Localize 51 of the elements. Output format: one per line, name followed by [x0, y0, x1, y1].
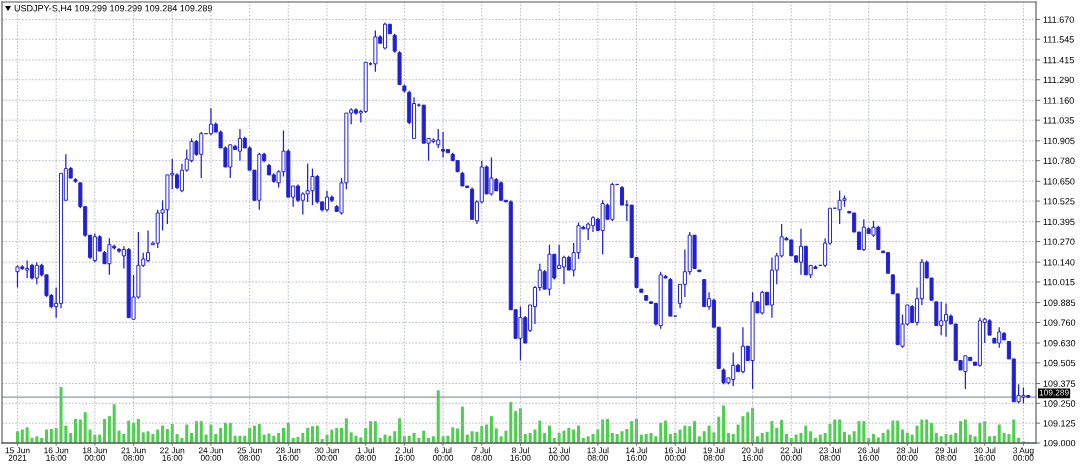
y-tick-label: 111.290 [1043, 76, 1074, 84]
x-tick-label: 22 Jul 00:00 [780, 447, 802, 461]
x-tick-label: 30 Jun 00:00 [314, 447, 339, 461]
y-tick-label: 109.250 [1043, 400, 1076, 407]
x-tick-label: 20 Jul 16:00 [741, 447, 764, 461]
x-tick-label: 29 Jul 08:00 [935, 447, 957, 461]
x-tick-label: 12 Jul 00:00 [548, 447, 570, 461]
x-tick-label: 30 Jul 16:00 [973, 447, 996, 461]
y-tick-label: 109.505 [1043, 359, 1076, 367]
y-tick-label: 109.760 [1043, 319, 1076, 326]
y-tick-label: 109.885 [1043, 299, 1076, 306]
x-tick-label: 28 Jul 00:00 [896, 447, 918, 461]
y-tick-label: 110.140 [1043, 259, 1075, 266]
x-tick-label: 16 Jul 00:00 [664, 447, 686, 461]
x-tick-label: 16 Jun 16:00 [44, 447, 69, 461]
y-tick-label: 109.000 [1043, 439, 1076, 447]
y-tick-label: 110.015 [1043, 278, 1075, 286]
x-tick-label: 8 Jul 16:00 [510, 447, 531, 461]
y-tick-label: 110.650 [1043, 178, 1075, 185]
x-tick-label: 13 Jul 08:00 [587, 447, 609, 461]
x-tick-label: 2 Jul 16:00 [394, 447, 415, 461]
y-tick-label: 111.415 [1043, 56, 1074, 64]
y-tick-label: 111.670 [1043, 16, 1074, 23]
x-tick-label: 19 Jul 08:00 [703, 447, 725, 461]
x-tick-label: 7 Jul 08:00 [471, 447, 492, 461]
x-tick-label: 18 Jun 00:00 [82, 447, 107, 461]
chart-title: USDJPY-S,H4 109.299 109.299 109.284 109.289 [14, 5, 213, 13]
x-tick-label: 22 Jun 16:00 [160, 447, 185, 461]
x-tick-label: 24 Jun 00:00 [198, 447, 223, 461]
x-tick-label: 1 Jul 08:00 [355, 447, 376, 461]
y-tick-label: 109.375 [1043, 380, 1076, 387]
y-tick-label: 110.525 [1043, 198, 1075, 205]
x-tick-label: 3 Aug 00:00 [1013, 447, 1034, 461]
y-tick-label: 109.125 [1043, 420, 1076, 427]
y-tick-label: 110.780 [1043, 157, 1075, 164]
y-tick-label: 111.160 [1043, 97, 1074, 104]
x-tick-label: 14 Jul 16:00 [626, 447, 648, 461]
x-tick-label: 28 Jun 16:00 [276, 447, 301, 461]
x-tick-label: 25 Jun 08:00 [237, 447, 262, 461]
y-tick-label: 111.545 [1043, 36, 1074, 43]
x-tick-label: 23 Jul 08:00 [819, 447, 841, 461]
x-tick-label: 15 Jun 2021 [5, 447, 30, 461]
y-tick-label: 110.905 [1043, 137, 1075, 145]
x-tick-label: 6 Jul 00:00 [432, 447, 454, 461]
x-tick-label: 21 Jun 08:00 [121, 447, 146, 461]
x-tick-label: 26 Jul 16:00 [857, 447, 880, 461]
ref-line-label: 109.289 [1039, 389, 1069, 396]
y-tick-label: 111.035 [1043, 117, 1074, 124]
y-tick-label: 110.270 [1043, 238, 1075, 245]
y-tick-label: 110.395 [1043, 218, 1075, 226]
y-tick-label: 109.630 [1043, 340, 1076, 347]
